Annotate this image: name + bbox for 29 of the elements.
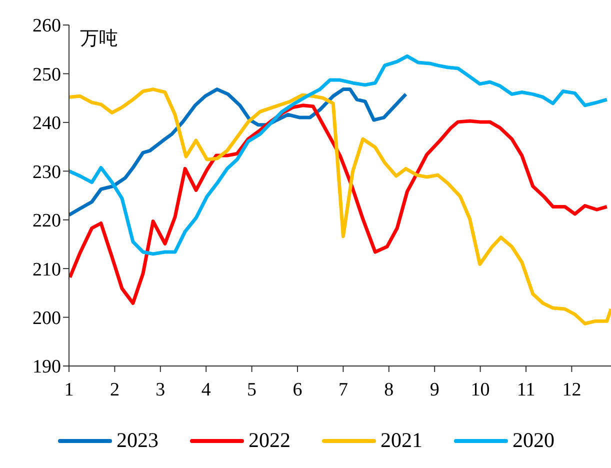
x-tick-label: 7 xyxy=(338,379,348,400)
legend-label: 2022 xyxy=(248,428,290,453)
line-series xyxy=(69,54,609,256)
y-tick-label: 260 xyxy=(32,16,61,37)
line-series xyxy=(69,88,611,326)
line-series xyxy=(69,88,408,217)
line-series xyxy=(69,104,609,305)
x-tick-label: 10 xyxy=(470,379,490,400)
y-tick-label: 210 xyxy=(32,259,61,280)
x-tick-label: 1 xyxy=(64,379,74,400)
y-tick-label: 190 xyxy=(32,356,61,378)
x-tick-label: 4 xyxy=(201,379,212,400)
x-tick-label: 9 xyxy=(430,379,440,400)
x-tick-label: 3 xyxy=(156,379,166,400)
x-tick-label: 8 xyxy=(384,379,394,400)
y-tick-label: 220 xyxy=(32,210,61,232)
legend-label: 2023 xyxy=(116,428,158,453)
y-tick-label: 240 xyxy=(32,113,61,134)
x-tick-label: 6 xyxy=(292,379,302,400)
legend-label: 2020 xyxy=(512,428,554,453)
x-tick-label: 12 xyxy=(562,379,582,400)
x-tick-label: 11 xyxy=(516,379,536,400)
legend-label: 2021 xyxy=(380,428,422,453)
y-tick-label: 200 xyxy=(32,308,61,330)
x-tick-label: 5 xyxy=(247,379,257,400)
y-tick-label: 230 xyxy=(32,162,61,183)
x-tick-label: 2 xyxy=(110,379,120,400)
y-axis-title: 万吨 xyxy=(80,28,118,50)
y-tick-label: 250 xyxy=(32,64,61,86)
